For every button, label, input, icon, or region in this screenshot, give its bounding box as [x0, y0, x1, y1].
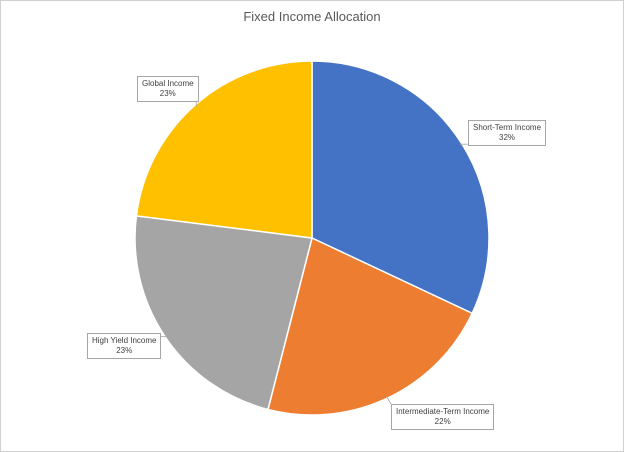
data-label-percent: 22%	[434, 417, 451, 426]
data-label-intermediate-term-income: Intermediate-Term Income 22%	[391, 404, 495, 430]
data-label-percent: 32%	[499, 133, 516, 142]
data-label-percent: 23%	[116, 346, 133, 355]
chart-title: Fixed Income Allocation	[243, 9, 381, 24]
data-label-category: Global Income	[142, 79, 194, 88]
pie-slice-short-term-income	[311, 60, 490, 315]
leader-line	[386, 396, 392, 405]
data-label-category: Short-Term Income	[473, 123, 542, 132]
data-label-short-term-income: Short-Term Income 32%	[468, 120, 547, 146]
data-label-category: Intermediate-Term Income	[396, 407, 490, 416]
data-label-high-yield-income: High Yield Income 23%	[87, 333, 162, 359]
data-label-global-income: Global Income 23%	[137, 76, 199, 102]
data-label-category: High Yield Income	[92, 336, 157, 345]
data-label-percent: 23%	[159, 89, 176, 98]
pie-slice-high-yield-income	[134, 214, 313, 411]
pie-slice-global-income	[135, 60, 313, 239]
